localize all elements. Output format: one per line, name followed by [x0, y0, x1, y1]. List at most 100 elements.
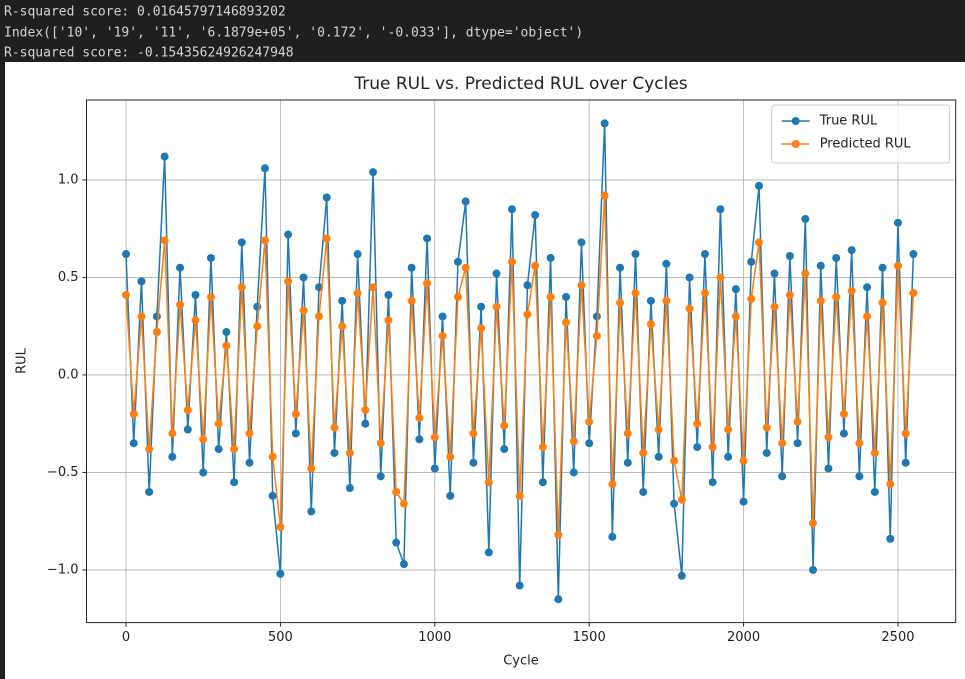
data-point	[392, 538, 401, 547]
data-point	[129, 409, 138, 418]
data-point	[384, 291, 393, 299]
data-point	[762, 423, 771, 432]
data-point	[755, 181, 764, 190]
data-point	[901, 458, 910, 467]
data-point	[809, 519, 818, 528]
data-point	[562, 318, 571, 327]
data-point	[785, 252, 794, 260]
data-point	[230, 478, 239, 487]
data-point	[376, 439, 385, 448]
data-point	[230, 445, 239, 454]
data-point	[538, 443, 547, 452]
data-point	[685, 304, 694, 313]
data-point	[338, 322, 347, 331]
data-point	[855, 439, 864, 448]
data-point	[330, 423, 339, 432]
data-point	[453, 292, 462, 301]
data-point	[430, 433, 439, 442]
data-point	[554, 595, 563, 604]
data-point	[507, 205, 516, 214]
data-point	[423, 279, 432, 288]
data-point	[176, 263, 185, 272]
y-tick-label: −0.5	[47, 465, 79, 480]
data-point	[145, 445, 154, 454]
data-point	[893, 261, 902, 270]
data-point	[847, 287, 856, 296]
data-point	[577, 281, 586, 290]
data-point	[338, 296, 347, 305]
y-tick-label: 1.0	[58, 172, 79, 187]
data-point	[531, 211, 540, 220]
data-point	[291, 409, 300, 418]
data-point	[839, 409, 848, 418]
data-point	[160, 152, 169, 161]
data-point	[639, 448, 648, 457]
data-point	[245, 429, 254, 438]
data-point	[755, 238, 764, 247]
data-point	[592, 312, 601, 321]
data-point	[785, 291, 794, 299]
output-line: R-squared score: -0.15435624926247948	[4, 46, 294, 61]
data-point	[253, 322, 262, 331]
data-point	[268, 491, 277, 500]
data-point	[361, 419, 370, 428]
output-line: Index(['10', '19', '11', '6.1879e+05', '…	[4, 26, 583, 41]
data-point	[253, 302, 262, 311]
x-tick-label: 2500	[881, 630, 914, 645]
data-point	[700, 289, 709, 298]
data-point	[708, 478, 717, 487]
data-point	[909, 250, 918, 259]
y-tick-label: −1.0	[47, 562, 79, 577]
data-point	[623, 429, 632, 438]
data-point	[909, 289, 918, 298]
x-tick-label: 1000	[418, 630, 451, 645]
data-point	[731, 312, 740, 321]
data-point	[716, 273, 725, 282]
data-point	[191, 316, 200, 325]
data-point	[569, 468, 578, 477]
legend-label: Predicted RUL	[820, 137, 912, 152]
data-point	[438, 312, 447, 321]
x-axis-label: Cycle	[503, 654, 539, 669]
data-point	[809, 565, 818, 574]
data-point	[284, 277, 293, 286]
data-point	[616, 298, 625, 307]
data-point	[361, 406, 370, 415]
data-point	[430, 464, 439, 473]
data-point	[654, 452, 663, 461]
x-tick-label: 2000	[727, 630, 760, 645]
data-point	[592, 331, 601, 340]
data-point	[214, 419, 223, 428]
data-point	[886, 534, 895, 543]
data-point	[492, 302, 501, 311]
data-point	[214, 445, 223, 454]
data-point	[199, 435, 208, 444]
data-point	[137, 277, 146, 286]
data-point	[492, 269, 501, 278]
x-tick-label: 0	[122, 630, 130, 645]
data-point	[662, 296, 671, 305]
data-point	[392, 487, 401, 496]
data-point	[716, 205, 725, 214]
data-point	[801, 269, 810, 278]
data-point	[693, 443, 702, 452]
data-point	[206, 253, 215, 262]
data-point	[477, 324, 486, 333]
data-point	[832, 292, 841, 301]
data-point	[538, 478, 547, 487]
data-point	[878, 298, 887, 307]
plot-area	[122, 119, 918, 604]
data-point	[600, 119, 609, 128]
data-point	[168, 452, 177, 461]
data-point	[569, 437, 578, 446]
data-point	[801, 214, 810, 223]
data-point	[731, 285, 740, 294]
data-point	[577, 238, 586, 247]
axes-frame	[86, 99, 957, 624]
data-point	[523, 281, 532, 290]
data-point	[670, 499, 679, 508]
data-point	[824, 464, 833, 473]
data-point	[384, 316, 393, 325]
legend-box	[771, 104, 951, 164]
data-point	[469, 458, 478, 467]
